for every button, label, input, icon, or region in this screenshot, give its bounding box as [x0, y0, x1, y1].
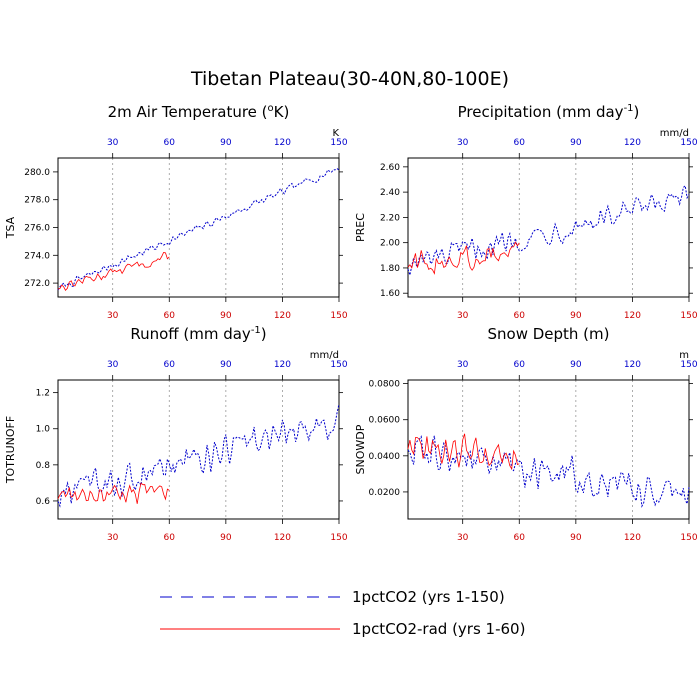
plot-frame: [407, 379, 690, 520]
y-tick-label: 0.0200: [369, 488, 401, 498]
y-tick-label: 2.40: [380, 188, 400, 198]
x-tick-label-top: 120: [624, 138, 641, 148]
x-tick-label-top: 120: [274, 360, 291, 370]
x-tick-label-bottom: 150: [330, 311, 347, 321]
legend-label-1pctCO2-rad: 1pctCO2-rad (yrs 1-60): [352, 620, 525, 638]
x-tick-label-top: 30: [107, 138, 119, 148]
y-tick-label: 272.0: [24, 279, 50, 289]
y-tick-label: 278.0: [24, 196, 50, 206]
y-tick-label: 0.6: [36, 497, 51, 507]
series-line-1pctCO2: [407, 184, 690, 278]
main-title: Tibetan Plateau(30-40N,80-100E): [190, 68, 509, 90]
x-tick-label-bottom: 30: [107, 533, 119, 543]
x-tick-label-top: 150: [330, 138, 347, 148]
series-line-1pctCO2-rad: [57, 482, 170, 504]
panels-group: 2m Air Temperature (oK) K TSA 30 30 60 60 90 90 1…: [4, 103, 698, 543]
x-tick-label-bottom: 120: [274, 533, 291, 543]
y-tick-label: 0.0600: [369, 416, 401, 426]
y-tick-label: 0.8: [36, 461, 51, 471]
y-tick-label: 0.0800: [369, 380, 401, 390]
x-tick-label-top: 120: [274, 138, 291, 148]
plot-frame: [407, 157, 690, 298]
y-tick-label: 280.0: [24, 168, 50, 178]
legend-label-1pctCO2: 1pctCO2 (yrs 1-150): [352, 588, 505, 606]
x-tick-label-bottom: 120: [274, 311, 291, 321]
series-line-1pctCO2: [57, 168, 340, 291]
x-tick-label-bottom: 150: [330, 533, 347, 543]
y-axis-label: PREC: [354, 213, 367, 242]
x-tick-label-bottom: 30: [457, 533, 469, 543]
x-tick-label-top: 30: [107, 360, 119, 370]
y-tick-label: 2.20: [380, 213, 400, 223]
x-tick-label-top: 150: [680, 360, 697, 370]
x-tick-label-top: 30: [457, 138, 469, 148]
x-tick-label-bottom: 90: [220, 533, 232, 543]
y-tick-label: 274.0: [24, 251, 50, 261]
unit-label: mm/d: [310, 350, 339, 361]
panel-title: Snow Depth (m): [487, 325, 609, 343]
y-tick-label: 2.00: [380, 239, 400, 249]
x-tick-label-bottom: 120: [624, 533, 641, 543]
series-line-1pctCO2-rad: [407, 433, 520, 471]
x-tick-label-bottom: 60: [514, 533, 526, 543]
unit-label: mm/d: [660, 128, 689, 139]
x-tick-label-top: 60: [164, 138, 176, 148]
x-tick-label-top: 30: [457, 360, 469, 370]
x-tick-label-bottom: 90: [570, 533, 582, 543]
y-tick-label: 0.0400: [369, 452, 401, 462]
y-tick-label: 1.60: [380, 289, 400, 299]
x-tick-label-bottom: 120: [624, 311, 641, 321]
series-line-1pctCO2-rad: [407, 241, 520, 275]
y-tick-label: 2.60: [380, 163, 400, 173]
plot-frame: [57, 157, 340, 298]
y-tick-label: 1.80: [380, 264, 400, 274]
x-tick-label-top: 120: [624, 360, 641, 370]
y-tick-label: 1.0: [36, 425, 51, 435]
x-tick-label-top: 90: [220, 138, 232, 148]
chart-panel-totrunoff: Runoff (mm day-1) mm/d TOTRUNOFF 30 30 60 60 90…: [4, 325, 348, 543]
chart-panel-tsa: 2m Air Temperature (oK) K TSA 30 30 60 60 90 90 1…: [4, 103, 348, 321]
unit-label: K: [332, 128, 339, 139]
x-tick-label-top: 90: [570, 138, 582, 148]
x-tick-label-top: 150: [330, 360, 347, 370]
series-line-1pctCO2: [407, 435, 690, 508]
panel-title: Precipitation (mm day-1): [458, 103, 640, 121]
unit-label: m: [679, 350, 689, 361]
series-line-1pctCO2: [57, 403, 340, 508]
plot-frame: [57, 379, 340, 520]
x-tick-label-top: 60: [164, 360, 176, 370]
x-tick-label-bottom: 30: [457, 311, 469, 321]
series-line-1pctCO2-rad: [57, 252, 170, 291]
x-tick-label-bottom: 30: [107, 311, 119, 321]
y-axis-label: SNOWDP: [354, 424, 367, 474]
x-tick-label-top: 60: [514, 360, 526, 370]
x-tick-label-bottom: 60: [164, 533, 176, 543]
y-axis-label: TOTRUNOFF: [4, 416, 17, 484]
chart-panel-prec: Precipitation (mm day-1) mm/d PREC 30 30 60 60…: [354, 103, 698, 321]
x-tick-label-top: 90: [570, 360, 582, 370]
x-tick-label-bottom: 60: [514, 311, 526, 321]
x-tick-label-bottom: 150: [680, 311, 697, 321]
x-tick-label-bottom: 60: [164, 311, 176, 321]
y-tick-label: 276.0: [24, 224, 50, 234]
x-tick-label-top: 90: [220, 360, 232, 370]
x-tick-label-top: 60: [514, 138, 526, 148]
legend: 1pctCO2 (yrs 1-150) 1pctCO2-rad (yrs 1-6…: [160, 588, 525, 638]
panel-title: Runoff (mm day-1): [130, 325, 266, 343]
chart-panel-snowdp: Snow Depth (m) m SNOWDP 30 30 60 60 90 90 120 120 1…: [354, 325, 698, 543]
panel-title: 2m Air Temperature (oK): [108, 103, 290, 121]
x-tick-label-bottom: 150: [680, 533, 697, 543]
x-tick-label-bottom: 90: [570, 311, 582, 321]
x-tick-label-top: 150: [680, 138, 697, 148]
y-axis-label: TSA: [4, 216, 17, 239]
y-tick-label: 1.2: [36, 389, 50, 399]
x-tick-label-bottom: 90: [220, 311, 232, 321]
